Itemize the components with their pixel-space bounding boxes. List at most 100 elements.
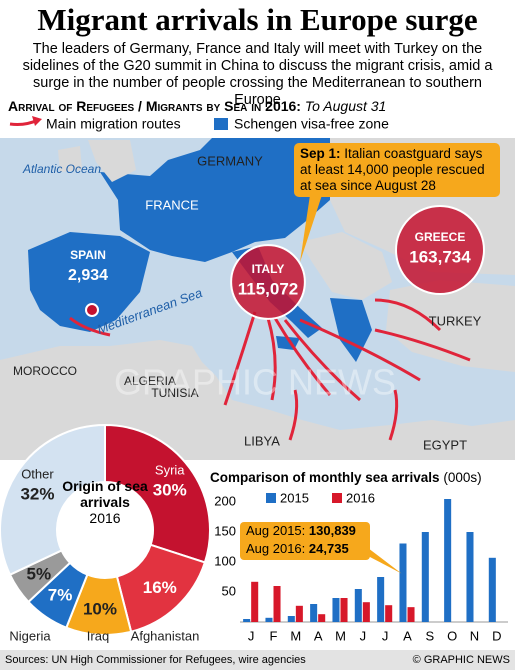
x-tick-label: S xyxy=(425,628,434,643)
y-tick-label: 50 xyxy=(222,583,236,598)
map-label: TURKEY xyxy=(429,313,482,328)
title: Migrant arrivals in Europe surge xyxy=(37,2,478,37)
pie-value-label: 7% xyxy=(48,586,73,605)
bar xyxy=(407,607,415,622)
pie-value-label: 30% xyxy=(153,480,187,499)
pie-value-label: 32% xyxy=(20,485,54,504)
footer-bar xyxy=(0,650,515,670)
legend-label: Schengen visa-free zone xyxy=(234,116,389,132)
route-legend-marker xyxy=(9,116,42,126)
y-tick-label: 100 xyxy=(214,553,236,568)
pie-category: Syria xyxy=(155,462,185,477)
bar xyxy=(354,589,362,622)
x-tick-label: A xyxy=(403,628,412,643)
arrival-name: GREECE xyxy=(415,230,466,244)
x-tick-label: M xyxy=(290,628,301,643)
pie-center: Origin of sea arrivals 2016 xyxy=(55,478,155,526)
bar xyxy=(377,577,385,622)
callout: Sep 1: Italian coastguard says at least … xyxy=(300,146,496,194)
pie-value-label: 5% xyxy=(27,564,52,583)
bar-title: Comparison of monthly sea arrivals (000s… xyxy=(210,470,482,485)
annotation-pointer xyxy=(368,548,402,574)
map-label: MOROCCO xyxy=(13,364,77,378)
pie-category: Afghanistan xyxy=(131,628,200,643)
pie-value-label: 10% xyxy=(83,599,117,618)
pie-category: Nigeria xyxy=(9,628,51,643)
arrival-name: SPAIN xyxy=(70,248,106,262)
bar xyxy=(421,532,429,622)
annotation-value: 130,839 xyxy=(309,523,356,538)
bar xyxy=(488,557,496,622)
x-tick-label: M xyxy=(335,628,346,643)
annotation: Aug 2015: 130,839 xyxy=(246,523,356,538)
legend-swatch xyxy=(332,493,342,503)
sources: Sources: UN High Commissioner for Refuge… xyxy=(5,654,306,666)
credit: © GRAPHIC NEWS xyxy=(413,654,510,666)
bar xyxy=(385,605,393,622)
y-tick-label: 200 xyxy=(214,493,236,508)
pie-slice xyxy=(0,423,106,577)
bar xyxy=(295,605,303,622)
bar-title-text: Comparison of monthly sea arrivals xyxy=(210,470,440,485)
annotation-value: 24,735 xyxy=(309,541,349,556)
x-tick-label: O xyxy=(447,628,457,643)
bar xyxy=(318,614,326,622)
arrival-value: 2,934 xyxy=(68,267,108,284)
callout-text: Italian coastguard says at least 14,000 … xyxy=(300,146,485,193)
bar xyxy=(310,604,318,622)
x-tick-label: F xyxy=(270,628,278,643)
arrival-value: 115,072 xyxy=(238,279,299,298)
pie-subtitle: 2016 xyxy=(89,510,121,526)
x-tick-label: J xyxy=(248,628,255,643)
bar xyxy=(273,586,281,622)
bar xyxy=(362,602,370,622)
callout-date: Sep 1: xyxy=(300,146,341,161)
bar xyxy=(444,499,452,622)
migration-routes xyxy=(69,298,471,441)
bar xyxy=(340,598,348,622)
map-label: EGYPT xyxy=(423,437,467,452)
legend-label: Main migration routes xyxy=(46,116,181,132)
annotation: Aug 2016: 24,735 xyxy=(246,541,349,556)
bar xyxy=(251,581,259,622)
arrival-circle xyxy=(230,244,306,320)
bar-unit: (000s) xyxy=(443,470,481,485)
bar xyxy=(332,598,340,622)
map-label: GERMANY xyxy=(197,153,263,168)
bar xyxy=(399,543,407,622)
y-tick-label: 150 xyxy=(214,523,236,538)
schengen-legend-marker xyxy=(214,118,228,130)
legend-label: 2016 xyxy=(346,490,375,505)
annotation-box xyxy=(240,522,370,560)
map-label: FRANCE xyxy=(145,197,199,212)
pie-title: Origin of sea arrivals xyxy=(62,478,148,510)
bar xyxy=(243,619,251,622)
map-label: TUNISIA xyxy=(151,386,198,400)
subtitle: The leaders of Germany, France and Italy… xyxy=(22,41,493,108)
header: Migrant arrivals in Europe surge The lea… xyxy=(0,0,515,109)
annotation-label: Aug 2016: xyxy=(246,541,305,556)
pie-slice xyxy=(104,423,211,564)
bar xyxy=(466,532,474,622)
x-tick-label: N xyxy=(470,628,479,643)
map-heading-text: Arrival of Refugees / Migrants by Sea in… xyxy=(8,98,301,114)
bar xyxy=(287,616,295,622)
map-heading-note: To August 31 xyxy=(304,98,387,114)
map-heading: Arrival of Refugees / Migrants by Sea in… xyxy=(8,98,386,114)
callout-box xyxy=(294,143,500,197)
arrival-value: 163,734 xyxy=(409,247,471,266)
callout-pointer xyxy=(300,195,322,262)
pie-value-label: 16% xyxy=(143,578,177,597)
annotation-label: Aug 2015: xyxy=(246,523,305,538)
legend-swatch xyxy=(266,493,276,503)
map-label: ALGERIA xyxy=(124,374,176,388)
x-tick-label: J xyxy=(382,628,389,643)
pie-category: Iraq xyxy=(87,628,109,643)
x-tick-label: J xyxy=(360,628,367,643)
arrival-circle xyxy=(395,205,485,295)
arrival-name: ITALY xyxy=(252,262,285,276)
bar xyxy=(265,617,273,622)
pie-category: Other xyxy=(21,467,54,482)
